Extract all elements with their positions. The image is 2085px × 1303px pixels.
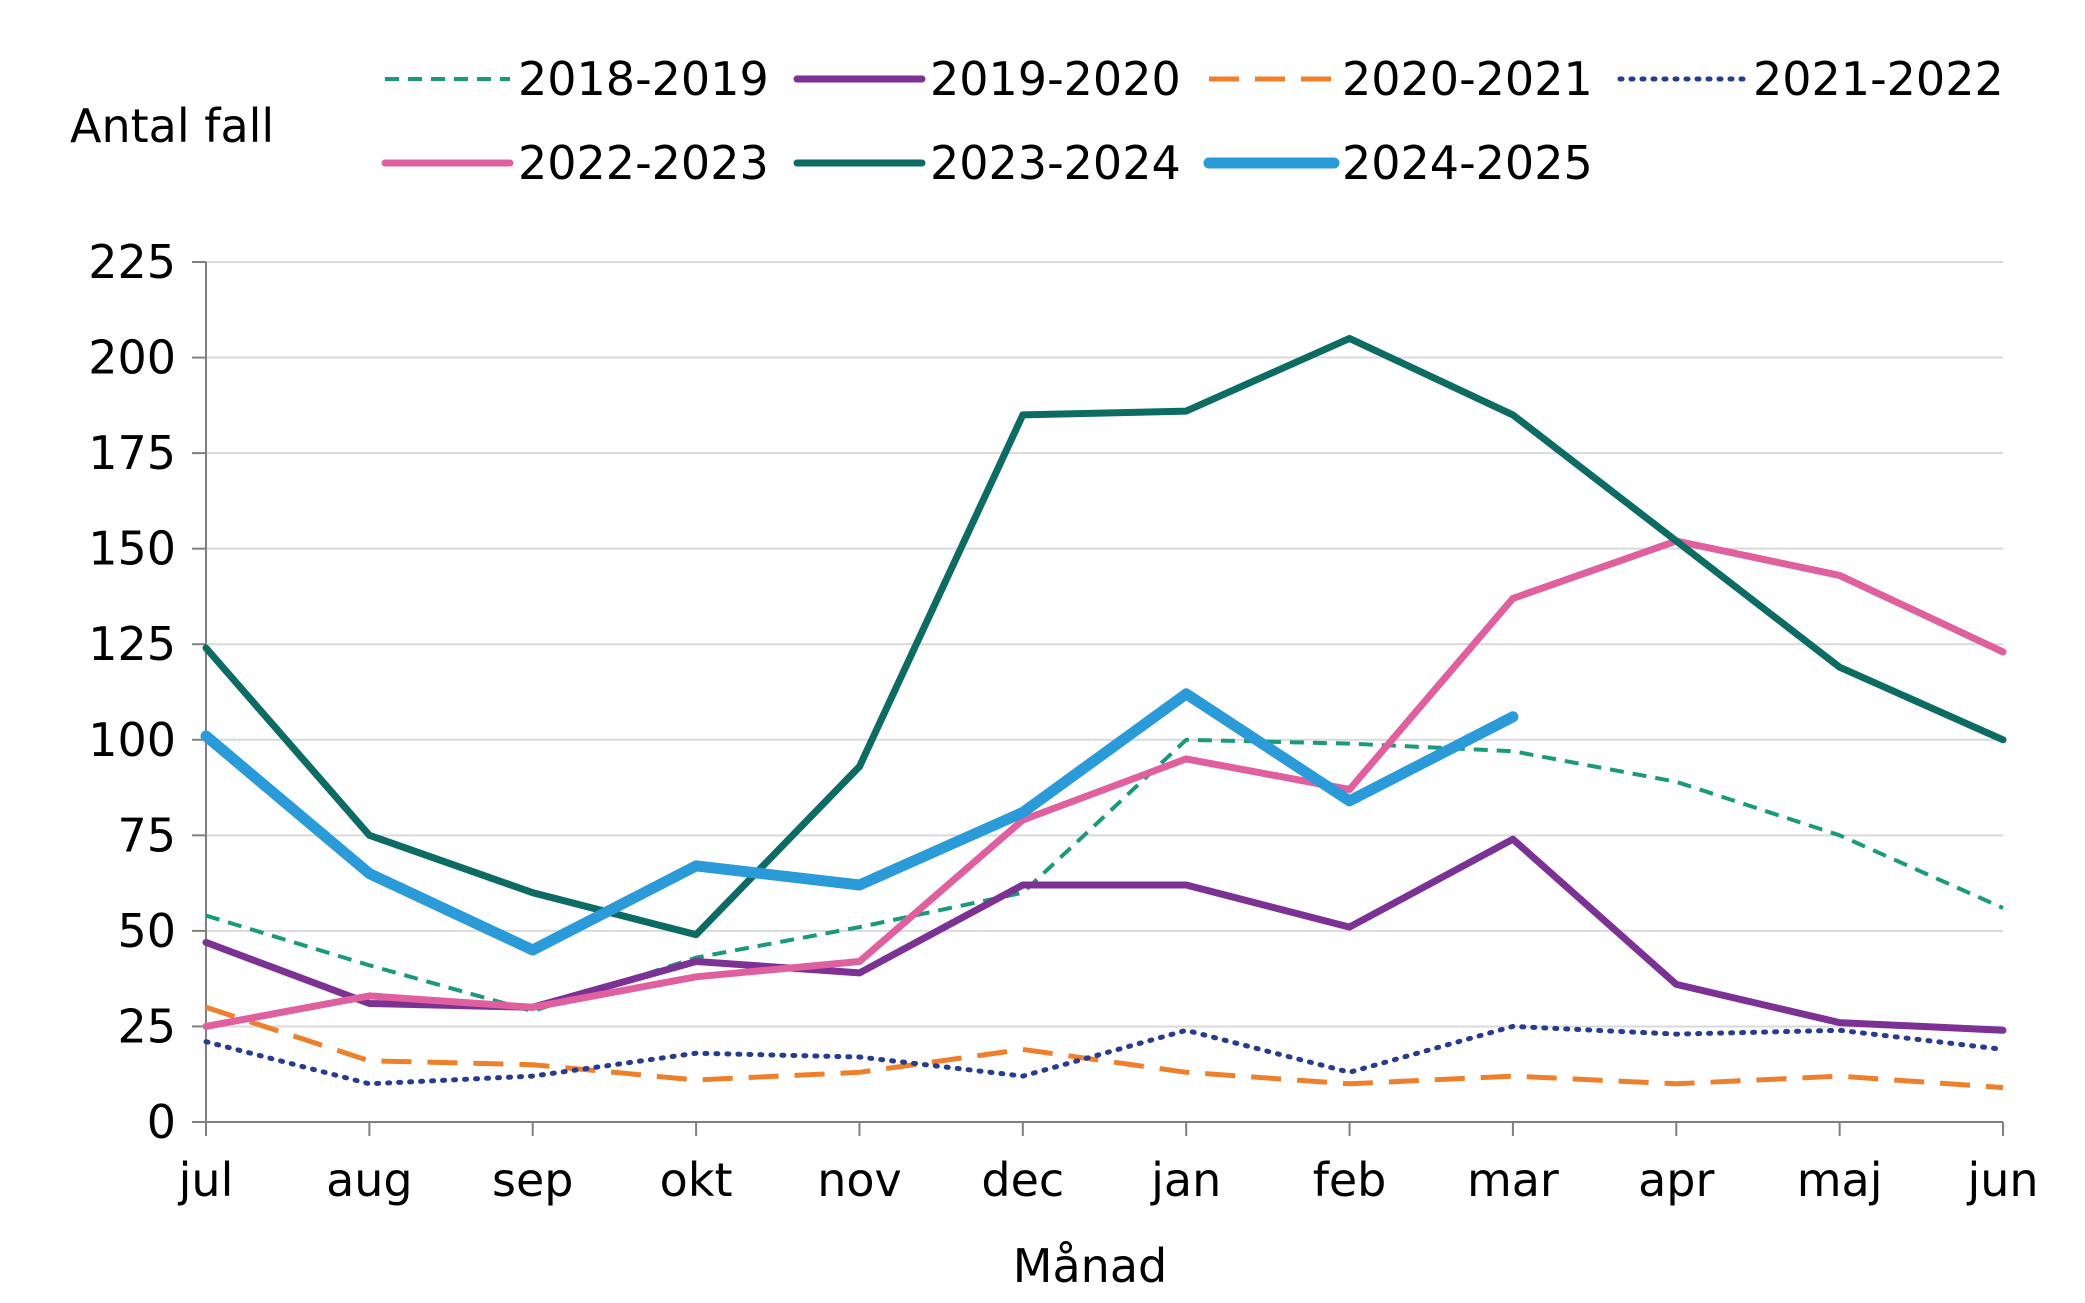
- x-axis-ticks: jul aug sep okt nov dec jan feb mar apr maj jun: [178, 1122, 2039, 1207]
- y-tick-label: 175: [88, 426, 176, 480]
- x-tick-label: sep: [492, 1153, 573, 1207]
- x-tick-label: nov: [817, 1153, 902, 1207]
- y-tick-label: 225: [88, 235, 176, 289]
- legend-label: 2022-2023: [518, 136, 769, 190]
- series-line-2021-2022: [203, 1023, 2006, 1087]
- x-tick-label: mar: [1467, 1153, 1559, 1207]
- y-tick-label: 25: [117, 999, 176, 1053]
- legend-label: 2021-2022: [1753, 52, 2004, 106]
- series-line-2023-2024: [202, 334, 2007, 939]
- legend-label: 2024-2025: [1342, 136, 1593, 190]
- x-tick-label: maj: [1797, 1153, 1883, 1207]
- x-tick-label: aug: [326, 1153, 413, 1207]
- y-tick-label: 75: [117, 808, 176, 862]
- y-tick-label: 0: [147, 1095, 176, 1149]
- x-tick-label: jan: [1150, 1153, 1221, 1207]
- gridlines: [206, 261, 2003, 1028]
- y-tick-label: 125: [88, 617, 176, 671]
- axes: [205, 262, 2003, 1123]
- series-line-2024-2025: [200, 688, 1519, 956]
- x-tick-label: jul: [178, 1153, 234, 1207]
- series-lines: [200, 334, 2007, 1091]
- legend-label: 2023-2024: [930, 136, 1181, 190]
- x-tick-label: apr: [1638, 1153, 1714, 1207]
- y-tick-label: 200: [88, 331, 176, 385]
- x-axis-label: Månad: [1013, 1239, 1167, 1293]
- legend-label: 2018-2019: [518, 52, 769, 106]
- legend-label: 2019-2020: [930, 52, 1181, 106]
- legend: 2018-2019 2019-2020 2020-2021 2021-2022 2022…: [381, 52, 2004, 190]
- y-tick-label: 100: [88, 713, 176, 767]
- series-line-2020-2021: [205, 1004, 2004, 1091]
- x-tick-label: dec: [981, 1153, 1064, 1207]
- legend-label: 2020-2021: [1342, 52, 1593, 106]
- series-line-2022-2023: [202, 537, 2007, 1030]
- x-tick-label: jun: [1966, 1153, 2038, 1207]
- x-tick-label: okt: [660, 1153, 733, 1207]
- y-tick-label: 150: [88, 522, 176, 576]
- y-axis-label: Antal fall: [70, 99, 274, 153]
- x-tick-label: feb: [1313, 1153, 1387, 1207]
- y-axis-ticks: 0 25 50 75 100 125 150 175 200 225: [88, 235, 206, 1149]
- y-tick-label: 50: [117, 904, 176, 958]
